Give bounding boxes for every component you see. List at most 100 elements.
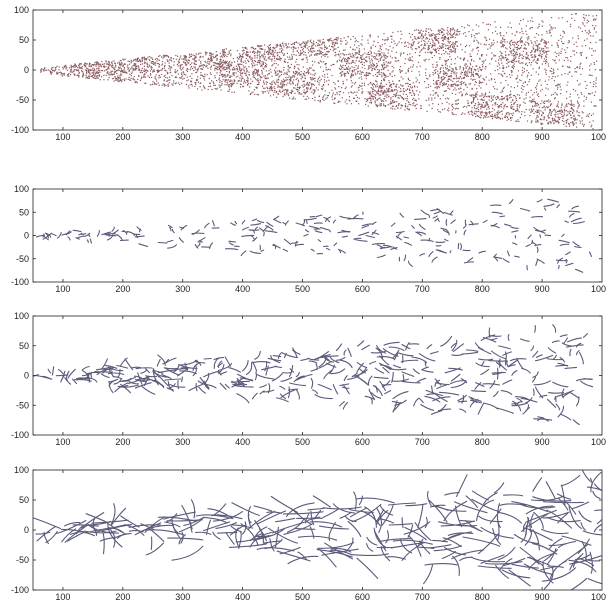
data-point xyxy=(550,17,553,19)
data-point xyxy=(454,58,456,60)
data-point xyxy=(533,92,536,94)
data-point xyxy=(210,60,213,62)
data-point xyxy=(333,81,335,84)
data-point xyxy=(352,36,354,38)
data-point xyxy=(440,77,442,79)
data-point xyxy=(431,56,433,59)
data-point xyxy=(238,68,241,70)
data-point xyxy=(306,83,308,85)
data-point xyxy=(525,108,527,111)
data-point xyxy=(306,82,309,84)
data-point xyxy=(385,83,388,85)
data-point xyxy=(488,99,490,101)
data-point xyxy=(321,43,323,45)
data-point xyxy=(467,104,469,107)
data-point xyxy=(303,95,305,97)
data-point xyxy=(420,44,422,46)
data-point xyxy=(533,44,535,46)
data-point xyxy=(345,72,347,75)
data-point xyxy=(270,53,273,55)
data-point xyxy=(444,35,446,38)
data-point xyxy=(455,76,458,78)
data-point xyxy=(452,103,454,105)
data-point xyxy=(576,67,579,69)
data-point xyxy=(557,75,559,77)
data-point xyxy=(290,43,293,46)
data-point xyxy=(500,91,502,93)
data-point xyxy=(214,84,216,86)
data-point xyxy=(501,74,503,76)
data-point xyxy=(589,74,592,76)
data-point xyxy=(352,60,354,62)
data-point xyxy=(382,65,384,67)
data-point xyxy=(506,112,508,114)
data-point xyxy=(103,63,106,65)
data-point xyxy=(103,74,105,76)
data-point xyxy=(131,71,133,73)
data-point xyxy=(450,33,452,35)
data-point xyxy=(116,72,118,75)
data-point xyxy=(531,54,533,56)
data-point xyxy=(194,60,196,62)
data-point xyxy=(137,60,139,62)
data-point xyxy=(240,70,242,72)
data-point xyxy=(377,89,379,92)
data-point xyxy=(207,88,209,91)
data-point xyxy=(258,81,260,84)
data-point xyxy=(525,53,527,55)
plot-area xyxy=(40,13,598,130)
data-point xyxy=(344,87,346,90)
data-point xyxy=(409,56,411,59)
data-point xyxy=(475,68,477,71)
data-point xyxy=(541,20,543,22)
data-point xyxy=(150,62,152,64)
data-point xyxy=(322,98,324,100)
data-point xyxy=(287,69,289,71)
data-point xyxy=(378,60,380,62)
data-point xyxy=(215,55,217,57)
data-point xyxy=(63,65,65,67)
data-point xyxy=(554,76,556,78)
data-point xyxy=(330,39,332,42)
data-point xyxy=(146,63,148,65)
data-point xyxy=(345,54,347,56)
data-point xyxy=(471,87,473,90)
data-point xyxy=(139,59,141,61)
data-point xyxy=(534,54,536,56)
data-point xyxy=(397,31,399,33)
data-point xyxy=(167,83,169,85)
data-point xyxy=(358,50,361,52)
data-point xyxy=(543,42,545,44)
data-point xyxy=(300,52,302,54)
data-point xyxy=(181,73,183,76)
data-point xyxy=(264,77,266,79)
data-point xyxy=(482,66,484,68)
data-point xyxy=(306,42,308,44)
data-point xyxy=(133,69,135,71)
data-point xyxy=(360,85,362,87)
data-point xyxy=(133,76,135,78)
data-point xyxy=(583,39,586,41)
data-point xyxy=(529,20,532,22)
data-point xyxy=(476,33,478,35)
data-point xyxy=(264,64,267,67)
data-point xyxy=(549,109,551,111)
data-point xyxy=(461,77,463,80)
data-point xyxy=(105,74,107,76)
data-point xyxy=(450,58,453,61)
data-point xyxy=(449,88,451,90)
data-point xyxy=(369,82,371,85)
data-point xyxy=(425,68,427,70)
data-point xyxy=(112,65,114,67)
data-point xyxy=(268,92,270,94)
data-point xyxy=(241,63,243,66)
data-point xyxy=(144,59,146,61)
data-point xyxy=(540,50,542,52)
data-point xyxy=(450,51,452,53)
data-point xyxy=(149,70,152,72)
data-point xyxy=(361,57,363,59)
data-point xyxy=(449,45,451,47)
data-point xyxy=(273,86,275,88)
data-point xyxy=(490,97,493,99)
data-point xyxy=(259,58,261,60)
